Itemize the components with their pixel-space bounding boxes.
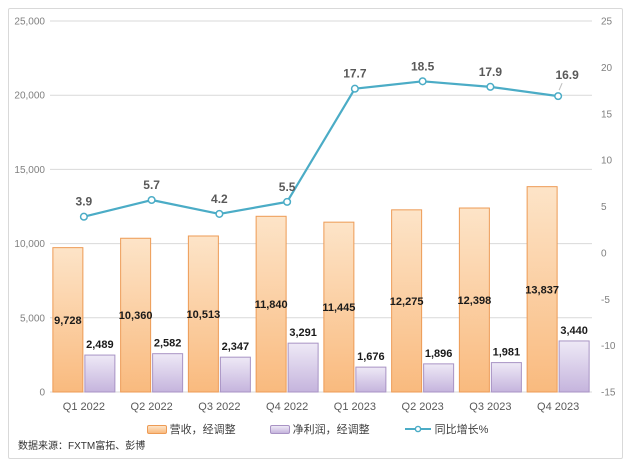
net-profit-bar: [355, 366, 387, 393]
growth-marker: [215, 209, 224, 218]
right-axis-tick-label: 5: [601, 202, 607, 213]
legend-growth-label: 同比增长%: [434, 424, 489, 436]
revenue-bar: [255, 215, 287, 393]
right-axis-tick-label: -5: [601, 295, 610, 306]
bar-value-label: 13,837: [525, 284, 559, 296]
bar-value-label: 12,398: [458, 295, 492, 307]
revenue-bar: [391, 209, 423, 393]
net-profit-bar: [287, 342, 319, 393]
growth-marker: [486, 82, 495, 91]
left-axis-tick-label: 15,000: [14, 165, 45, 176]
growth-marker: [350, 84, 359, 93]
x-axis-label: Q1 2023: [334, 401, 376, 413]
x-axis-label: Q3 2022: [198, 401, 240, 413]
line-marker-icon: [404, 425, 431, 433]
bar-value-label: 2,582: [154, 338, 182, 350]
legend-item-revenue: 营收，经调整: [146, 421, 236, 437]
x-axis-label: Q3 2023: [469, 401, 511, 413]
net-profit-bar: [84, 354, 116, 393]
x-axis-label: Q4 2022: [266, 401, 308, 413]
right-axis-tick-label: -10: [601, 341, 616, 352]
growth-marker: [79, 212, 88, 221]
right-axis-tick-label: -15: [601, 388, 616, 399]
bar-value-label: 1,676: [357, 351, 385, 363]
growth-value-label: 18.5: [411, 59, 435, 73]
net-profit-bar: [423, 363, 455, 393]
revenue-bar: [323, 221, 355, 393]
legend-net-profit-label: 净利润，经调整: [292, 424, 370, 436]
net-profit-bar: [219, 356, 251, 393]
growth-line-series: 3.9 5.7 4.2 5.5 17.7 18.5 17.9 16.9: [76, 59, 579, 221]
x-axis-label: Q2 2022: [131, 401, 173, 413]
growth-marker: [147, 195, 156, 205]
bar-value-label: 1,896: [425, 348, 453, 360]
right-axis-tick-label: 25: [601, 17, 613, 28]
revenue-bar: [52, 247, 84, 393]
bar-value-label: 3,440: [560, 325, 588, 337]
right-axis-tick-label: 20: [601, 63, 613, 74]
growth-value-label: 4.2: [211, 192, 228, 206]
growth-value-label: 5.5: [279, 180, 296, 194]
left-axis-tick-label: 20,000: [14, 91, 45, 102]
x-axis-label: Q1 2022: [63, 401, 105, 413]
net-profit-bar: [558, 340, 590, 393]
bar-value-label: 9,728: [54, 315, 82, 327]
bar-value-label: 1,981: [493, 347, 521, 359]
revenue-swatch-icon: [146, 424, 167, 434]
growth-value-label: 17.9: [479, 65, 503, 79]
bar-value-label: 2,489: [86, 339, 114, 351]
right-axis-tick-label: 0: [601, 248, 607, 259]
bar-value-label: 11,445: [322, 302, 355, 314]
revenue-bars: 9,728 10,360 10,513 11,840 11,445 12,275 12,39…: [52, 186, 559, 393]
source-note: 数据来源：FXTM富拓、彭博: [18, 441, 146, 452]
revenue-bar: [458, 207, 490, 393]
bar-value-label: 2,347: [222, 341, 250, 353]
bar-value-label: 12,275: [390, 296, 424, 308]
legend-item-growth: 同比增长%: [404, 421, 489, 437]
right-axis-tick-label: 15: [601, 109, 613, 120]
growth-line: [83, 80, 559, 218]
growth-value-label: 3.9: [76, 195, 93, 209]
bar-value-label: 10,513: [187, 309, 221, 321]
growth-marker: [283, 197, 292, 206]
growth-marker: [554, 92, 563, 101]
left-axis-tick-label: 0: [39, 388, 45, 399]
legend-item-net-profit: 净利润，经调整: [269, 421, 370, 437]
legend-revenue-label: 营收，经调整: [169, 424, 236, 436]
bar-value-label: 11,840: [255, 299, 288, 311]
revenue-bar: [526, 186, 558, 393]
right-axis-tick-label: 10: [601, 156, 613, 167]
growth-marker: [418, 77, 427, 86]
chart-legend: 营收，经调整 净利润，经调整 同比增长%: [0, 421, 635, 437]
left-axis-tick-label: 25,000: [14, 17, 45, 28]
left-axis-tick-label: 5,000: [20, 313, 45, 324]
growth-value-label: 17.7: [343, 67, 367, 81]
net-profit-swatch-icon: [269, 424, 290, 434]
net-profit-bar: [490, 362, 522, 393]
bar-value-label: 10,360: [119, 310, 153, 322]
x-axis-label: Q4 2023: [537, 401, 579, 413]
revenue-bar: [120, 237, 152, 393]
x-axis-label: Q2 2023: [402, 401, 444, 413]
growth-value-label: 16.9: [555, 68, 579, 82]
left-axis-tick-label: 10,000: [14, 239, 45, 250]
net-profit-bar: [152, 353, 184, 393]
bar-value-label: 3,291: [289, 327, 317, 339]
revenue-bar: [187, 235, 219, 393]
net-profit-bars: 2,489 2,582 2,347 3,291 1,676 1,896 1,981 3,440: [84, 325, 590, 393]
growth-value-label: 5.7: [143, 178, 160, 192]
label-leader-line: [558, 82, 563, 91]
